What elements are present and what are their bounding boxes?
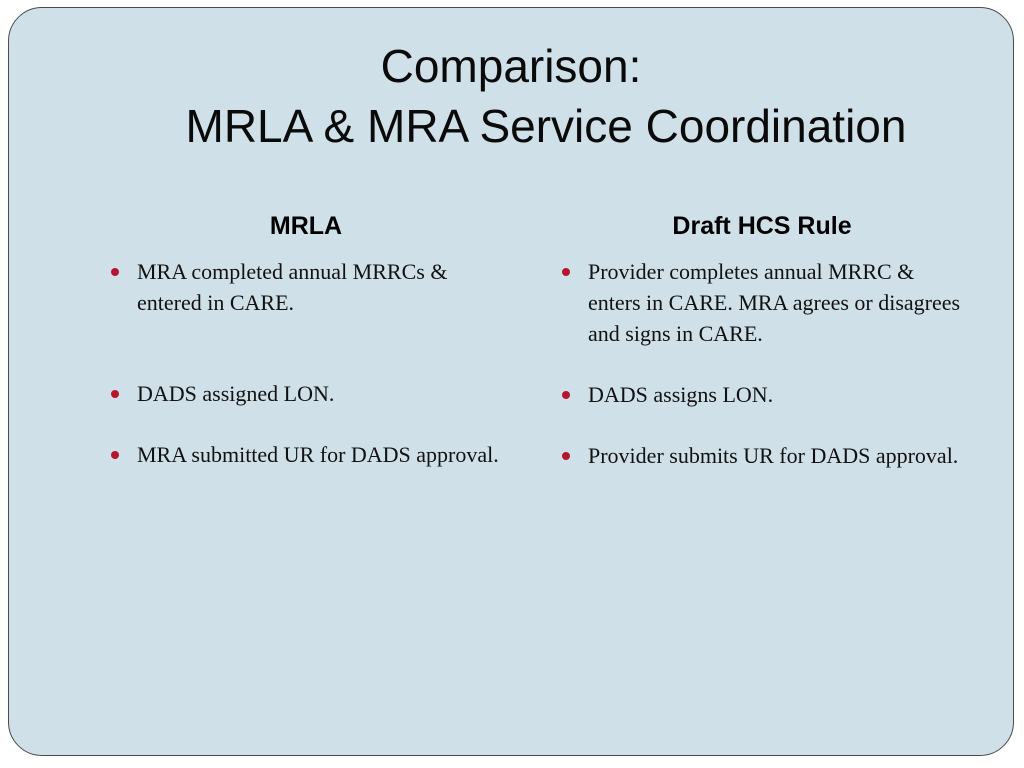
list-item: MRA submitted UR for DADS approval. — [101, 439, 501, 470]
list-item: Provider submits UR for DADS approval. — [552, 440, 972, 471]
list-item: DADS assigns LON. — [552, 379, 972, 410]
title-line-2: MRLA & MRA Service Coordination — [185, 100, 907, 152]
bullet-text: DADS assigns LON. — [588, 382, 774, 407]
right-column: Draft HCS Rule Provider completes annual… — [552, 210, 972, 471]
bullet-icon — [562, 452, 570, 460]
right-column-heading: Draft HCS Rule — [672, 212, 852, 240]
list-item: DADS assigned LON. — [101, 378, 501, 409]
slide-title: Comparison: MRLA & MRA Service Coordinat… — [9, 36, 1013, 156]
slide-panel: Comparison: MRLA & MRA Service Coordinat… — [8, 7, 1014, 756]
right-bullet-list: Provider completes annual MRRC & enters … — [552, 256, 972, 471]
bullet-text: MRA completed annual MRRCs & entered in … — [137, 259, 448, 315]
bullet-icon — [562, 268, 570, 276]
bullet-text: Provider submits UR for DADS approval. — [588, 443, 959, 468]
list-item: Provider completes annual MRRC & enters … — [552, 256, 972, 349]
left-bullet-list: MRA completed annual MRRCs & entered in … — [101, 256, 501, 470]
bullet-icon — [111, 451, 119, 459]
title-line-1: Comparison: — [380, 40, 642, 92]
bullet-text: Provider completes annual MRRC & enters … — [588, 259, 961, 346]
left-column-heading: MRLA — [269, 212, 343, 240]
left-column: MRLA MRA completed annual MRRCs & entere… — [101, 210, 501, 470]
list-item: MRA completed annual MRRCs & entered in … — [101, 256, 501, 318]
bullet-text: MRA submitted UR for DADS approval. — [137, 442, 499, 467]
bullet-icon — [111, 390, 119, 398]
bullet-icon — [562, 391, 570, 399]
bullet-icon — [111, 268, 119, 276]
bullet-text: DADS assigned LON. — [137, 381, 335, 406]
